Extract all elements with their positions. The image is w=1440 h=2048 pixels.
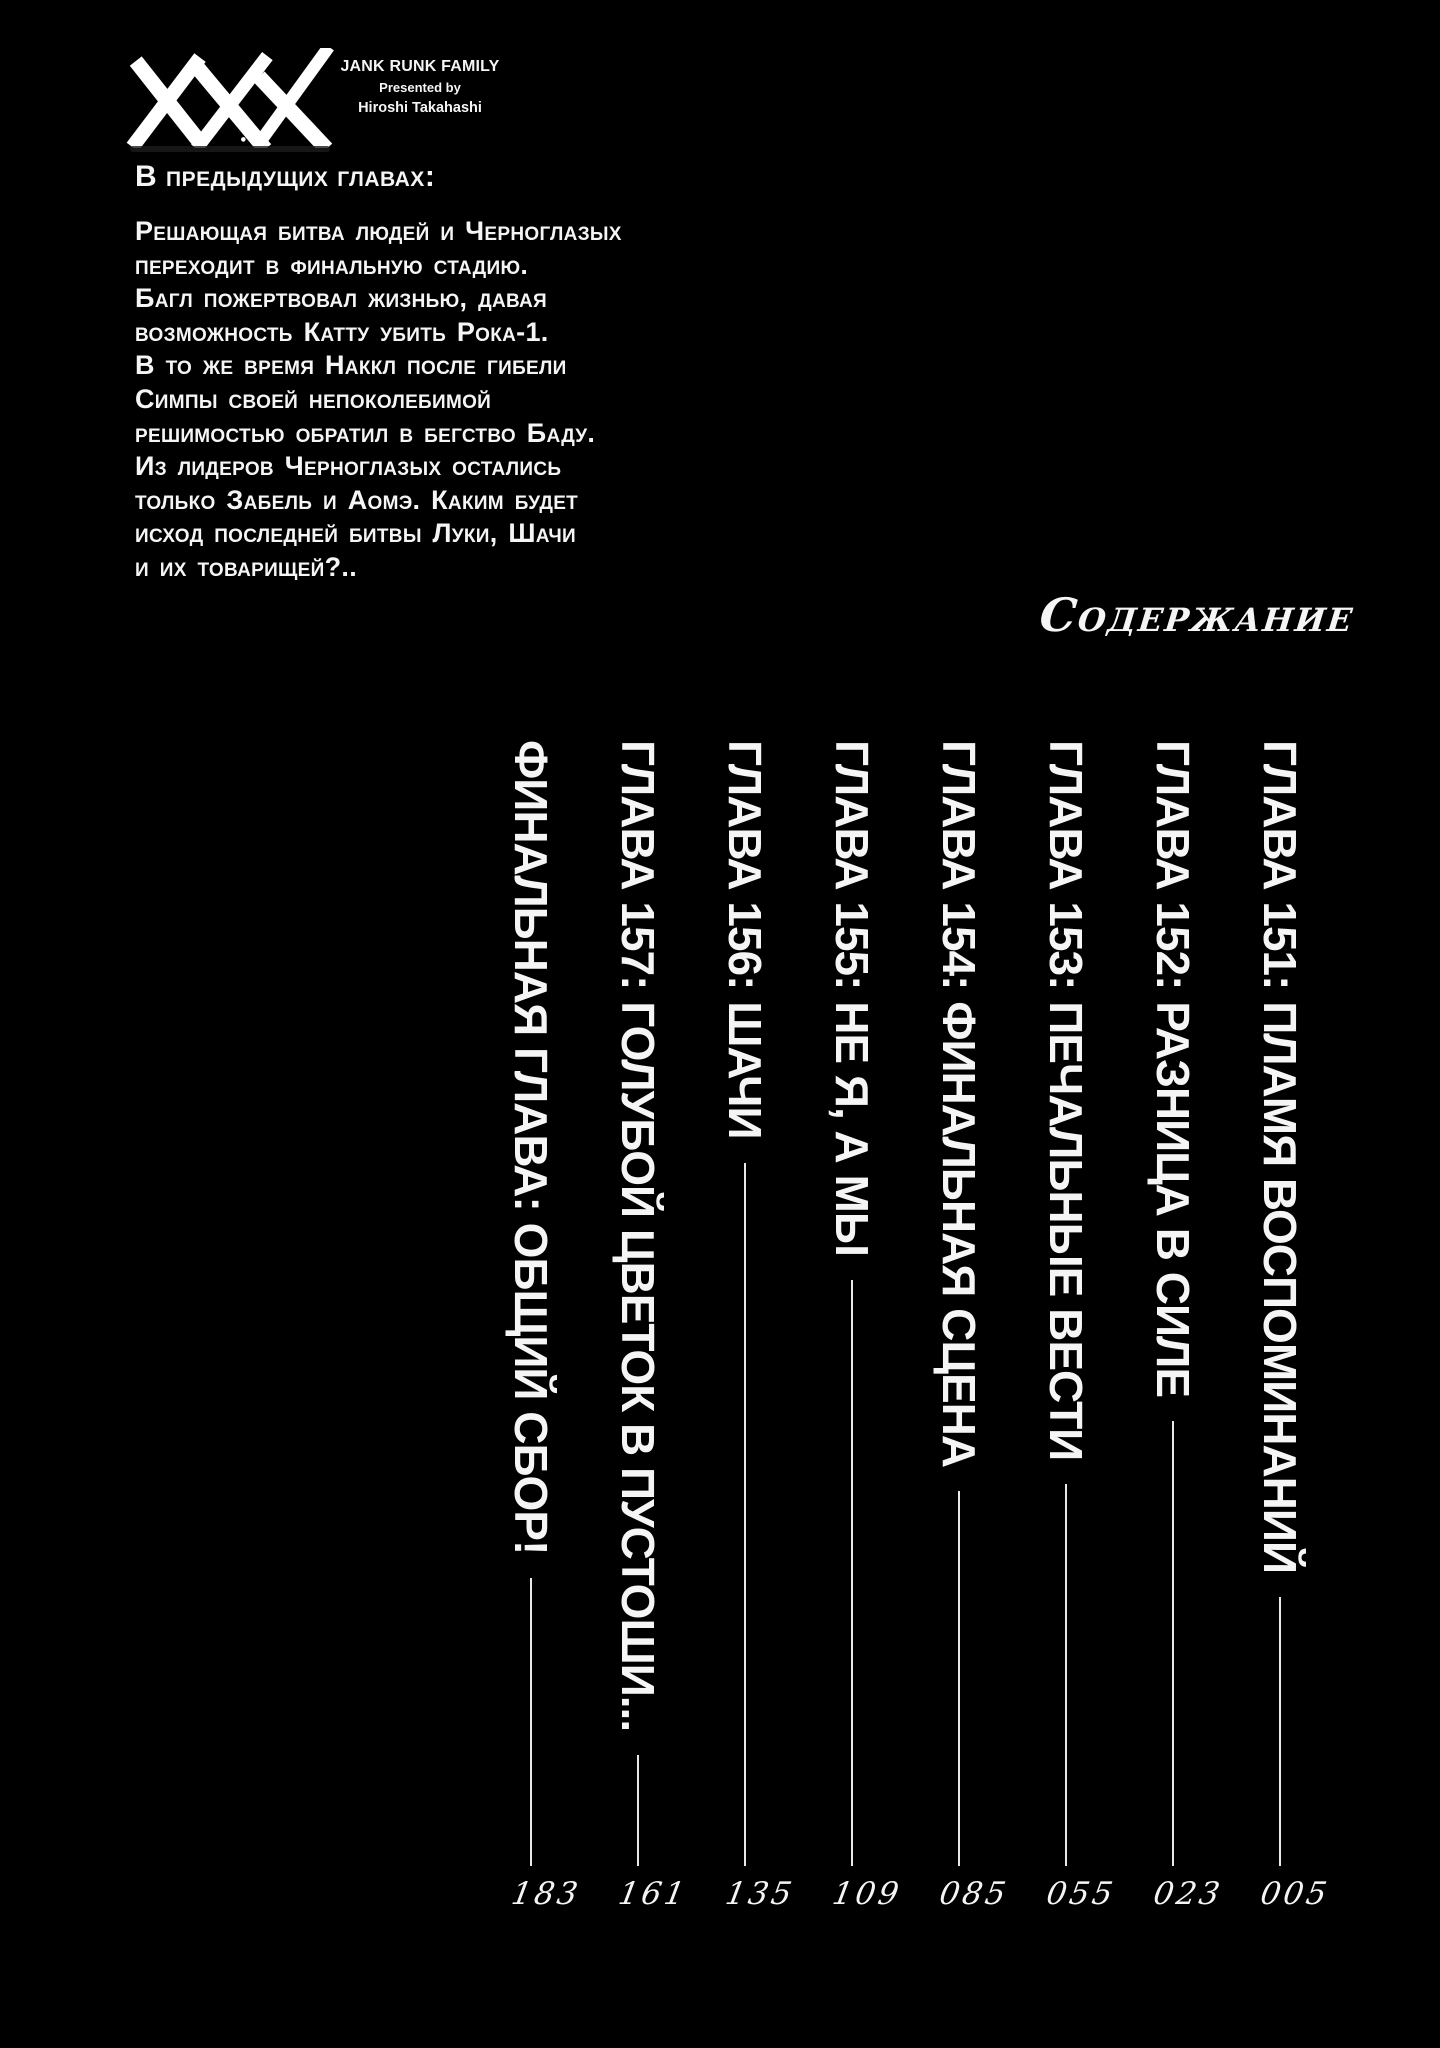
chapter-title: ГЛАВА 157: ГОЛУБОЙ ЦВЕТОК В ПУСТОШИ... [612, 740, 664, 1732]
chapter-title: ГЛАВА 151: ПЛАМЯ ВОСПОМИНАНИЙ [1254, 740, 1306, 1574]
chapter-title: ГЛАВА 156: ШАЧИ [719, 740, 771, 1139]
xxx-logo-icon [126, 48, 334, 148]
leader-line [851, 1279, 853, 1866]
synopsis-line: Из лидеров Черноглазых остались [135, 451, 562, 482]
toc-entry-chapter-154: ГЛАВА 154: ФИНАЛЬНАЯ СЦЕНА [933, 740, 985, 1868]
synopsis-line: Симпы своей непоколебимой [135, 383, 492, 414]
leader-line [958, 1491, 960, 1866]
leader-line [1065, 1484, 1067, 1866]
toc-entry-chapter-155: ГЛАВА 155: НЕ Я, А МЫ [826, 740, 878, 1868]
leader-line [744, 1162, 746, 1866]
contents-heading: Содержание [1037, 588, 1358, 642]
synopsis-line: возможность Катту убить Рока-1. [135, 316, 549, 347]
chapter-title: ГЛАВА 155: НЕ Я, А МЫ [826, 740, 878, 1256]
toc-entry-chapter-156: ГЛАВА 156: ШАЧИ [719, 740, 771, 1868]
synopsis-line: переходит в финальную стадию. [135, 249, 529, 280]
toc-entry-final-chapter: ФИНАЛЬНАЯ ГЛАВА: ОБЩИЙ СБОР! [505, 740, 557, 1868]
synopsis-line: Багл пожертвовал жизнью, давая [135, 283, 548, 314]
synopsis-paragraph: Решающая битва людей и Черноглазых перех… [135, 215, 695, 585]
chapter-title: ГЛАВА 153: ПЕЧАЛЬНЫЕ ВЕСТИ [1040, 740, 1092, 1461]
toc-entry-chapter-151: ГЛАВА 151: ПЛАМЯ ВОСПОМИНАНИЙ [1254, 740, 1306, 1868]
leader-line [1279, 1597, 1281, 1866]
leader-line [637, 1755, 639, 1866]
synopsis-line: и их товарищей?.. [135, 551, 358, 582]
synopsis-line: В то же время Наккл после гибели [135, 350, 567, 381]
toc-entry-chapter-157: ГЛАВА 157: ГОЛУБОЙ ЦВЕТОК В ПУСТОШИ... [612, 740, 664, 1868]
toc-entry-chapter-152: ГЛАВА 152: РАЗНИЦА В СИЛЕ [1147, 740, 1199, 1868]
toc-entry-chapter-153: ГЛАВА 153: ПЕЧАЛЬНЫЕ ВЕСТИ [1040, 740, 1092, 1868]
leader-line [530, 1578, 532, 1866]
series-title: JANK RUNK FAMILY [340, 58, 500, 75]
synopsis-line: только Забель и Аомэ. Каким будет [135, 484, 579, 515]
synopsis-line: исход последней битвы Луки, Шачи [135, 518, 576, 549]
chapter-title: ФИНАЛЬНАЯ ГЛАВА: ОБЩИЙ СБОР! [505, 740, 557, 1555]
previously-heading: В предыдущих главах: [135, 160, 436, 193]
chapter-title: ГЛАВА 152: РАЗНИЦА В СИЛЕ [1147, 740, 1199, 1398]
chapter-title: ГЛАВА 154: ФИНАЛЬНАЯ СЦЕНА [933, 740, 985, 1468]
logo-grunge-smudge [130, 146, 330, 152]
leader-line [1172, 1421, 1174, 1866]
page-number: 183 [508, 1876, 584, 1912]
author-name: Hiroshi Takahashi [358, 100, 482, 116]
synopsis-line: решимостью обратил в бегство Баду. [135, 417, 596, 448]
synopsis-line: Решающая битва людей и Черноглазых [135, 216, 622, 246]
presented-by-label: Presented by [379, 80, 461, 95]
series-logo: JANK RUNK FAMILY Presented by Hiroshi Ta… [124, 38, 504, 158]
